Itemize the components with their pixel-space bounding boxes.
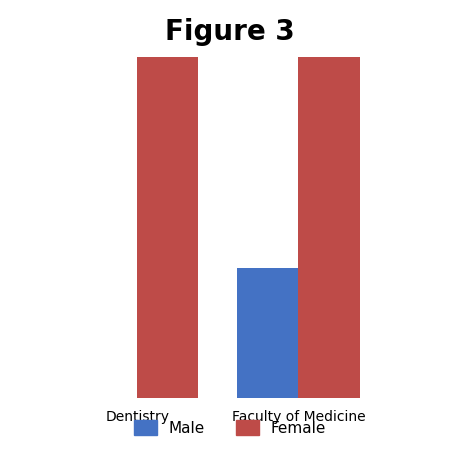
Bar [237, 268, 299, 398]
Legend: Male, Female: Male, Female [128, 413, 332, 442]
Bar [299, 57, 360, 398]
Title: Figure 3: Figure 3 [165, 18, 295, 46]
Bar [137, 57, 199, 398]
